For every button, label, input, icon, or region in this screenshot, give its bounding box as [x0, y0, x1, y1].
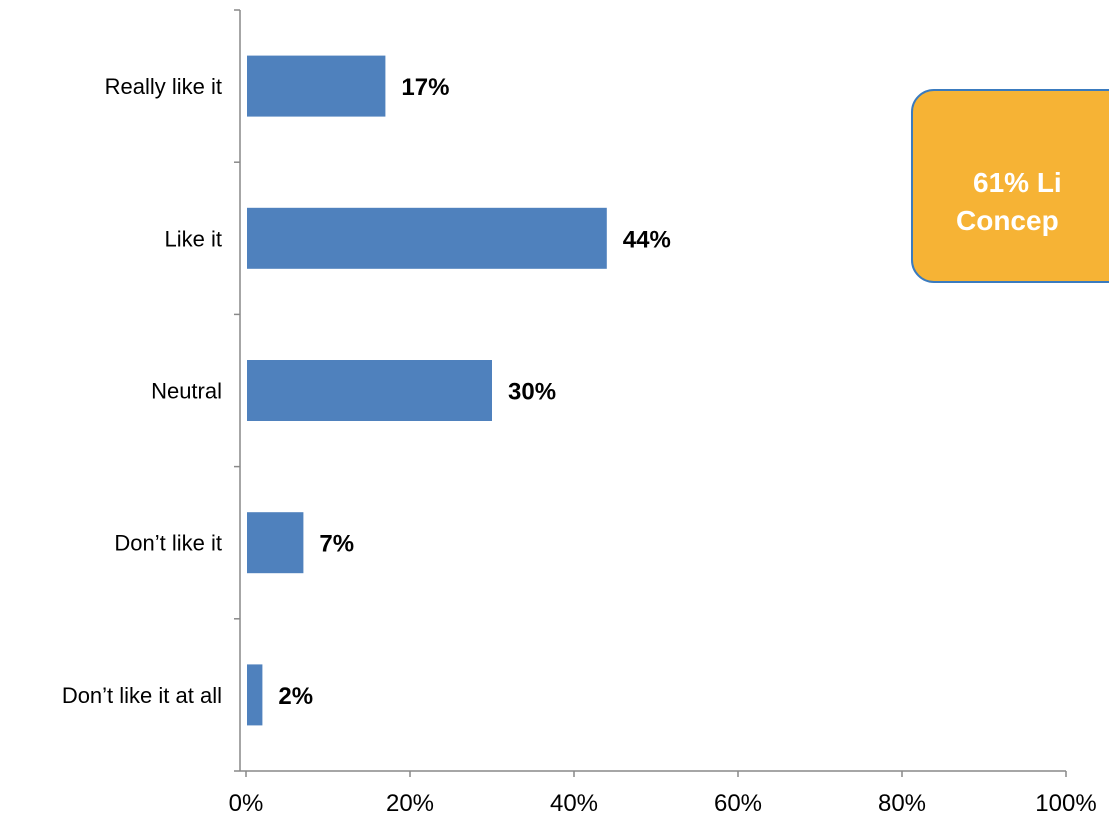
bar-2	[247, 360, 492, 421]
category-label-1: Like it	[165, 226, 222, 251]
data-label-2: 30%	[508, 379, 556, 406]
data-label-0: 17%	[401, 74, 449, 101]
callout-box: 61% Li Concep	[912, 90, 1109, 282]
callout-text-line-1: Concep	[956, 205, 1059, 236]
data-label-1: 44%	[623, 226, 671, 253]
category-label-2: Neutral	[151, 379, 222, 404]
bar-1	[247, 208, 607, 269]
x-tick-label-4: 80%	[878, 790, 926, 817]
x-tick-label-2: 40%	[550, 790, 598, 817]
category-label-3: Don’t like it	[114, 531, 222, 556]
bar-0	[247, 56, 385, 117]
x-tick-label-5: 100%	[1035, 790, 1096, 817]
bar-3	[247, 512, 303, 573]
x-tick-label-0: 0%	[229, 790, 264, 817]
x-tick-label-3: 60%	[714, 790, 762, 817]
bar-4	[247, 664, 262, 725]
x-tick-label-1: 20%	[386, 790, 434, 817]
category-label-4: Don’t like it at all	[62, 683, 222, 708]
data-label-4: 2%	[278, 683, 313, 710]
callout-text-line-0: 61% Li	[973, 167, 1062, 198]
category-label-0: Really like it	[105, 74, 222, 99]
data-label-3: 7%	[319, 531, 354, 558]
